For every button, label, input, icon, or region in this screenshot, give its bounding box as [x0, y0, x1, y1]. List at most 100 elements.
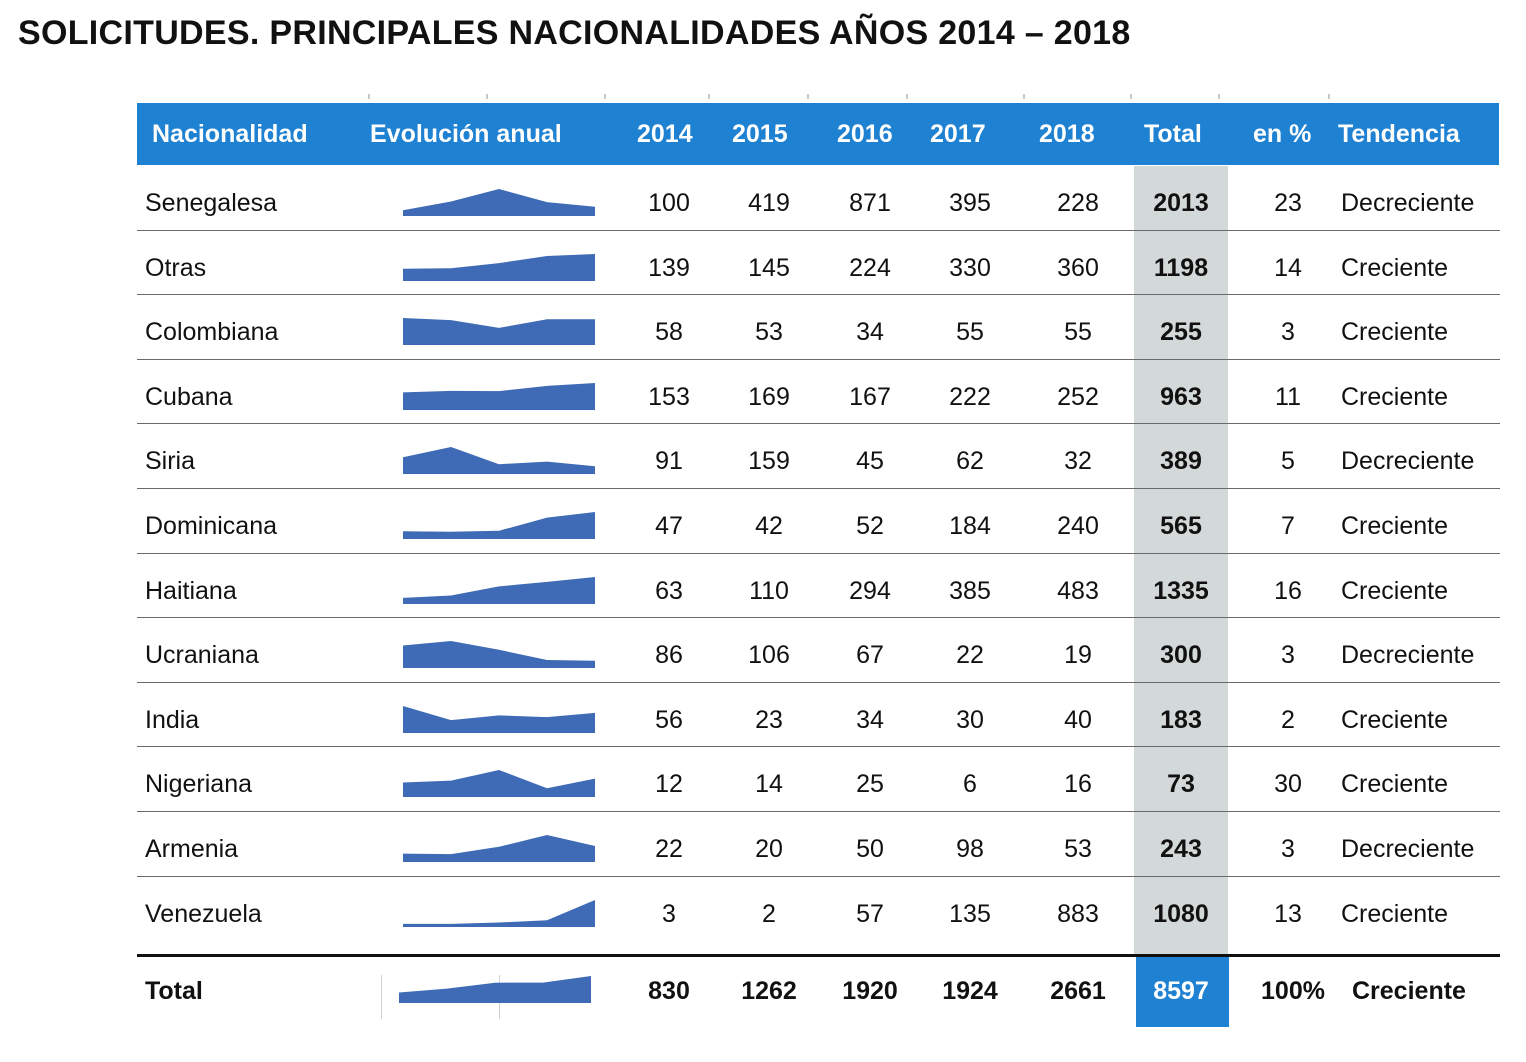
nationality-name: Cubana	[145, 383, 233, 411]
cell-trend: Creciente	[1341, 383, 1448, 411]
total-column-highlight	[1134, 166, 1228, 956]
nationality-name: Colombiana	[145, 318, 279, 346]
total-2015: 1262	[741, 977, 797, 1005]
sparkline-area	[403, 189, 595, 216]
cell-trend: Decreciente	[1341, 641, 1475, 669]
cell-percent: 13	[1274, 900, 1302, 928]
cell-2015: 23	[755, 706, 783, 734]
cell-percent: 11	[1275, 383, 1301, 411]
cell-2017: 222	[949, 383, 991, 411]
sparkline	[403, 770, 595, 797]
cell-2018: 483	[1057, 577, 1099, 605]
cell-2016: 224	[849, 254, 891, 282]
cell-total: 1198	[1153, 254, 1209, 282]
header-2018: 2018	[1039, 120, 1095, 148]
cell-percent: 16	[1274, 577, 1302, 605]
cell-2018: 360	[1057, 254, 1099, 282]
cell-2014: 139	[648, 254, 690, 282]
sparkline-area	[403, 835, 595, 862]
cell-total: 183	[1160, 706, 1202, 734]
cell-2018: 55	[1064, 318, 1092, 346]
cell-2017: 22	[956, 641, 984, 669]
cell-2014: 153	[648, 383, 690, 411]
sparkline	[403, 835, 595, 862]
cell-2018: 53	[1064, 835, 1092, 863]
cell-2015: 106	[748, 641, 790, 669]
cell-2016: 25	[856, 770, 884, 798]
sparkline	[403, 189, 595, 216]
cell-2016: 294	[849, 577, 891, 605]
sparkline	[403, 447, 595, 474]
cell-2018: 883	[1057, 900, 1099, 928]
cell-2017: 184	[949, 512, 991, 540]
cell-total: 565	[1160, 512, 1202, 540]
cell-2014: 100	[648, 189, 690, 217]
cell-trend: Decreciente	[1341, 835, 1475, 863]
cell-2015: 20	[755, 835, 783, 863]
cell-percent: 7	[1281, 512, 1295, 540]
cell-2015: 159	[748, 447, 790, 475]
sparkline-area	[403, 706, 595, 733]
row-divider	[137, 359, 1500, 360]
total-2017: 1924	[942, 977, 998, 1005]
grand-total: 8597	[1153, 977, 1209, 1005]
row-divider	[137, 876, 1500, 877]
header-2017: 2017	[930, 120, 986, 148]
cell-percent: 5	[1281, 447, 1295, 475]
cell-2016: 34	[856, 318, 884, 346]
sparkline-area	[403, 641, 595, 668]
cell-2016: 50	[856, 835, 884, 863]
sparkline-area	[403, 512, 595, 539]
cell-2018: 240	[1057, 512, 1099, 540]
cell-total: 1080	[1153, 900, 1209, 928]
cell-percent: 30	[1274, 770, 1302, 798]
nationality-name: Armenia	[145, 835, 239, 863]
cell-2016: 52	[856, 512, 884, 540]
nationality-name: Senegalesa	[145, 189, 278, 217]
total-row-separator	[381, 975, 382, 1019]
cell-2014: 58	[655, 318, 683, 346]
cell-percent: 3	[1281, 835, 1295, 863]
row-divider	[137, 746, 1500, 747]
total-2014: 830	[648, 977, 690, 1005]
sparkline-area	[403, 900, 595, 927]
cell-trend: Creciente	[1341, 512, 1448, 540]
row-divider	[137, 811, 1500, 812]
cell-2018: 19	[1064, 641, 1092, 669]
total-2018: 2661	[1050, 977, 1106, 1005]
cell-2014: 63	[655, 577, 683, 605]
cell-trend: Creciente	[1341, 770, 1448, 798]
sparkline-area	[403, 577, 595, 604]
cell-2015: 419	[748, 189, 790, 217]
cell-2016: 34	[856, 706, 884, 734]
cell-2015: 169	[748, 383, 790, 411]
cell-2014: 22	[655, 835, 683, 863]
tick-mark	[604, 94, 606, 99]
cell-2016: 871	[849, 189, 891, 217]
cell-total: 300	[1160, 641, 1202, 669]
cell-2015: 2	[762, 900, 776, 928]
sparkline	[403, 706, 595, 733]
tick-mark	[1023, 94, 1025, 99]
cell-2017: 330	[949, 254, 991, 282]
cell-2014: 86	[655, 641, 683, 669]
cell-2017: 6	[963, 770, 977, 798]
header-2015: 2015	[732, 120, 788, 148]
sparkline	[403, 577, 595, 604]
cell-total: 2013	[1153, 189, 1209, 217]
cell-2015: 14	[755, 770, 783, 798]
cell-total: 389	[1160, 447, 1202, 475]
sparkline	[403, 383, 595, 410]
row-divider	[137, 488, 1500, 489]
row-divider	[137, 423, 1500, 424]
cell-trend: Decreciente	[1341, 447, 1475, 475]
cell-trend: Creciente	[1341, 900, 1448, 928]
tick-mark	[1130, 94, 1132, 99]
sparkline	[403, 512, 595, 539]
cell-2016: 45	[856, 447, 884, 475]
grand-total-highlight	[1136, 957, 1229, 1027]
nationality-name: India	[145, 706, 200, 734]
cell-trend: Creciente	[1341, 318, 1448, 346]
cell-percent: 3	[1281, 318, 1295, 346]
cell-2017: 62	[956, 447, 984, 475]
